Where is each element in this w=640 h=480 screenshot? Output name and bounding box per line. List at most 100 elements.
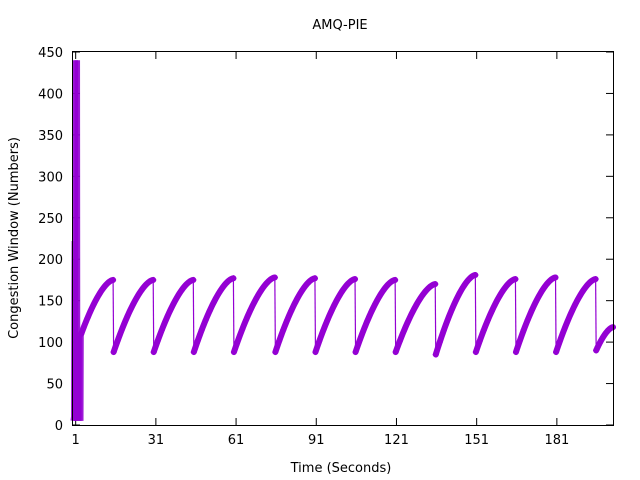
cwnd-drop-line [152,279,155,353]
plot-area [70,60,616,422]
data-point-marker [348,277,355,284]
data-point-marker [276,337,283,344]
data-point-marker [544,280,551,287]
data-point-marker [392,349,399,356]
data-point-marker [94,294,101,301]
data-point-marker [488,308,495,315]
data-point-marker [444,316,451,323]
data-point-marker [320,327,327,334]
data-point-marker [178,287,185,294]
startup-burst-band [70,60,84,422]
data-point-marker [452,298,459,305]
data-point-marker [352,349,359,356]
data-point-marker [198,326,205,333]
data-point-marker [226,277,233,284]
cwnd-drop-line [314,278,317,353]
data-point-marker [206,307,213,314]
data-point-marker [508,277,515,284]
data-point-marker [154,337,161,344]
data-point-marker [504,281,511,288]
data-point-marker [288,307,295,314]
data-point-marker [100,284,107,291]
data-point-marker [130,300,137,307]
data-point-marker [103,281,110,288]
data-point-marker [400,328,407,335]
data-point-marker [364,317,371,324]
data-point-marker [194,337,201,344]
data-point-marker [436,339,443,346]
cwnd-drop-line [595,279,597,351]
data-point-marker [292,299,299,306]
data-point-marker [376,293,383,300]
data-point-marker [122,317,129,324]
data-point-marker [576,292,583,299]
data-point-marker [174,293,181,300]
y-tick-label: 0 [55,419,63,434]
data-point-marker [182,282,189,289]
x-tick-label: 91 [308,433,325,448]
data-point-marker [255,291,262,298]
data-point-marker [251,299,258,306]
axis-ticks: 0 50 100 150 200 250 300 350 400 450 1 31 61 91 121 151… [38,46,613,448]
data-point-marker [484,317,491,324]
data-point-marker [548,276,555,283]
data-point-marker [110,349,117,356]
data-point-marker [596,340,603,347]
data-point-marker [87,307,94,314]
y-tick-label: 150 [38,295,63,310]
data-point-marker [360,327,367,334]
data-point-marker [158,327,165,334]
data-point-marker [142,282,149,289]
data-point-marker [408,311,415,318]
x-tick-label: 61 [228,433,245,448]
data-point-marker [572,300,579,307]
y-tick-label: 300 [38,170,63,185]
data-point-marker [468,273,475,280]
cwnd-drop-line [554,277,557,353]
x-tick-label: 181 [544,433,569,448]
data-point-marker [464,278,471,285]
data-point-marker [235,337,242,344]
data-point-marker [106,278,113,285]
data-point-marker [472,349,479,356]
data-point-marker [412,303,419,310]
x-tick-label: 121 [384,433,409,448]
cwnd-drop-line [514,279,517,353]
data-point-marker [560,327,567,334]
data-point-marker [222,280,229,287]
data-point-marker [368,308,375,315]
data-point-marker [284,316,291,323]
data-point-marker [480,327,487,334]
data-point-marker [524,316,531,323]
data-point-marker [336,292,343,299]
data-point-marker [332,300,339,307]
data-point-marker [356,337,363,344]
data-point-marker [150,349,157,356]
data-point-marker [388,278,395,285]
data-point-marker [118,327,125,334]
data-point-marker [500,286,507,293]
data-point-marker [328,308,335,315]
data-point-marker [214,292,221,299]
data-point-marker [134,293,141,300]
data-point-marker [304,280,311,287]
data-point-marker [280,326,287,333]
cwnd-drop-line [232,278,235,353]
y-tick-label: 250 [38,212,63,227]
data-point-marker [186,278,193,285]
data-point-marker [146,278,153,285]
cwnd-drop-line [192,279,195,353]
data-point-marker [300,286,307,293]
data-point-marker [126,308,133,315]
data-point-marker [594,343,601,350]
data-point-marker [448,307,455,314]
data-point-marker [384,282,391,289]
data-point-marker [440,327,447,334]
data-point-marker [580,286,587,293]
data-point-marker [372,300,379,307]
data-point-marker [267,276,274,283]
data-point-marker [324,317,331,324]
y-tick-label: 450 [38,46,63,61]
data-point-marker [312,349,319,356]
